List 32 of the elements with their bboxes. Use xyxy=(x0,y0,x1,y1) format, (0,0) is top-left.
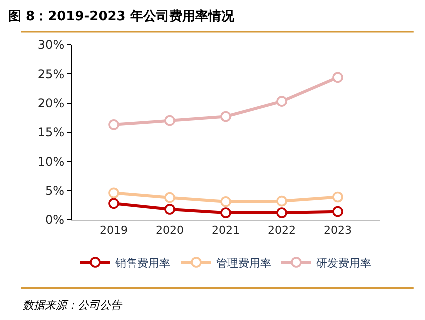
y-tick-label: 15% xyxy=(38,126,65,140)
y-tick-label: 10% xyxy=(38,154,65,169)
x-tick-label: 2020 xyxy=(156,224,184,238)
point xyxy=(220,111,232,122)
x-tick-label: 2021 xyxy=(212,224,240,238)
x-tick-label: 2019 xyxy=(100,224,128,238)
legend-label: 销售费用率 xyxy=(114,256,170,270)
point xyxy=(332,72,344,84)
legend-label: 管理费用率 xyxy=(216,256,272,270)
y-tick-label: 5% xyxy=(46,184,65,198)
point xyxy=(108,188,120,199)
point xyxy=(220,196,232,208)
x-tick-label: 2022 xyxy=(268,224,296,238)
point xyxy=(108,120,120,130)
point xyxy=(220,208,232,218)
point xyxy=(108,198,120,210)
y-tick-label: 0% xyxy=(46,213,65,228)
point xyxy=(164,204,176,215)
point xyxy=(276,196,288,207)
point xyxy=(332,206,344,218)
y-tick-label: 25% xyxy=(38,67,65,82)
point xyxy=(332,192,344,203)
legend-label: 研发费用率 xyxy=(316,256,372,270)
y-tick-label: 20% xyxy=(38,96,65,111)
source-note: 数据来源：公司公告 xyxy=(23,299,123,312)
point xyxy=(276,208,288,218)
point xyxy=(164,192,176,204)
point xyxy=(276,96,288,107)
y-tick-label: 30% xyxy=(38,38,65,52)
chart-title: 图 8：2019-2023 年公司费用率情况 xyxy=(8,8,236,25)
x-tick-label: 2023 xyxy=(324,224,352,238)
point xyxy=(164,115,176,126)
